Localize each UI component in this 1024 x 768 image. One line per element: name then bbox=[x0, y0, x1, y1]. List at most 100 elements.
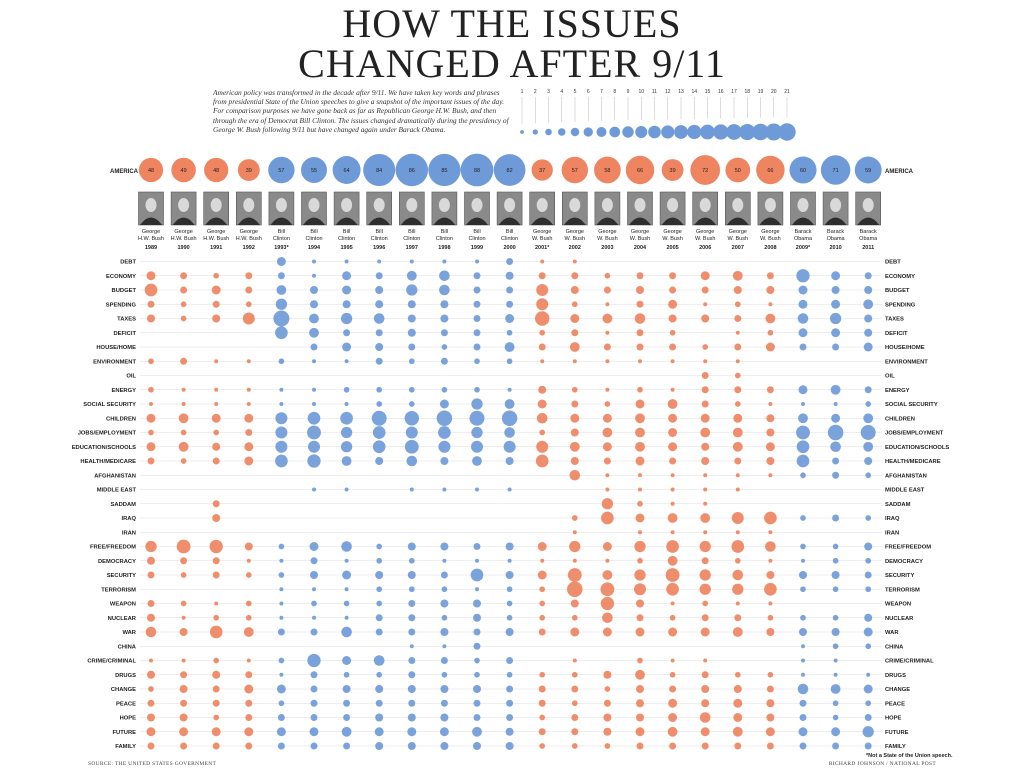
issue-bubble bbox=[701, 372, 709, 379]
issue-bubble bbox=[602, 427, 613, 438]
issue-bubble bbox=[212, 314, 221, 323]
issue-label-right: ENERGY bbox=[885, 388, 910, 394]
legend-label: 3 bbox=[547, 89, 550, 95]
president-name-line2: Obama bbox=[859, 236, 878, 242]
year-label: 1992 bbox=[243, 245, 255, 251]
issue-bubble bbox=[146, 442, 156, 452]
issue-bubble bbox=[214, 359, 219, 364]
issue-bubble bbox=[408, 600, 416, 607]
issue-bubble bbox=[212, 571, 220, 579]
legend-dot bbox=[778, 123, 796, 141]
issue-bubble bbox=[180, 742, 188, 750]
issue-bubble bbox=[148, 386, 154, 393]
portrait-head bbox=[601, 198, 613, 212]
issue-bubble bbox=[179, 713, 188, 722]
issue-bubble bbox=[539, 329, 546, 336]
issue-bubble bbox=[179, 685, 188, 693]
issue-bubble bbox=[535, 454, 549, 468]
president-name: George bbox=[207, 229, 225, 235]
portrait-head bbox=[210, 198, 222, 212]
issue-bubble bbox=[344, 615, 349, 620]
president-name: George bbox=[533, 229, 551, 235]
issue-label: SOCIAL SECURITY bbox=[83, 402, 136, 408]
issue-label-right: WEAPON bbox=[885, 602, 911, 608]
issue-bubble bbox=[341, 626, 352, 638]
issue-bubble bbox=[438, 440, 451, 453]
portrait-suit bbox=[792, 217, 814, 225]
issue-bubble bbox=[571, 515, 578, 521]
issue-bubble bbox=[538, 628, 546, 636]
issue-bubble bbox=[440, 542, 449, 551]
issue-bubble bbox=[569, 540, 581, 553]
issue-bubble bbox=[308, 440, 320, 453]
issue-bubble bbox=[703, 473, 708, 478]
year-label: 2003 bbox=[601, 245, 613, 251]
america-bubble bbox=[171, 157, 196, 183]
issue-bubble bbox=[638, 530, 642, 535]
issue-bubble bbox=[635, 413, 645, 424]
issue-bubble bbox=[506, 614, 513, 621]
issue-bubble bbox=[536, 284, 549, 296]
issue-bubble bbox=[372, 426, 386, 439]
issue-bubble bbox=[733, 713, 743, 722]
president-name-line2: Clinton bbox=[338, 236, 355, 242]
page-title: HOW THE ISSUES bbox=[342, 1, 682, 46]
portrait-head bbox=[243, 198, 255, 212]
issue-bubble bbox=[278, 358, 285, 365]
issue-bubble bbox=[571, 685, 579, 693]
issue-bubble bbox=[407, 727, 417, 737]
issue-bubble bbox=[244, 684, 254, 694]
issue-bubble bbox=[505, 314, 515, 323]
issue-bubble bbox=[277, 272, 285, 280]
issue-bubble bbox=[506, 300, 514, 308]
issue-bubble bbox=[245, 272, 253, 280]
issue-bubble bbox=[473, 642, 481, 650]
issue-bubble bbox=[572, 658, 577, 663]
issue-bubble bbox=[147, 713, 155, 722]
issue-bubble bbox=[440, 599, 449, 608]
issue-bubble bbox=[340, 426, 353, 439]
issue-bubble bbox=[409, 259, 414, 264]
issue-bubble bbox=[344, 259, 349, 264]
issue-bubble bbox=[214, 402, 219, 406]
issue-bubble bbox=[440, 357, 448, 365]
issue-bubble bbox=[439, 399, 449, 409]
issue-bubble bbox=[343, 671, 350, 678]
issue-bubble bbox=[734, 457, 742, 465]
issue-label: HOPE bbox=[120, 716, 137, 722]
issue-bubble bbox=[312, 587, 316, 592]
issue-bubble bbox=[635, 441, 645, 452]
issue-bubble bbox=[734, 401, 741, 407]
issue-bubble bbox=[670, 601, 675, 606]
issue-bubble bbox=[176, 539, 191, 554]
year-label: 1993* bbox=[274, 245, 289, 251]
issue-bubble bbox=[310, 699, 318, 707]
issue-bubble bbox=[669, 329, 676, 336]
issue-bubble bbox=[832, 586, 839, 593]
issue-bubble bbox=[603, 286, 611, 294]
issue-bubble bbox=[732, 569, 744, 581]
america-bubble bbox=[531, 159, 553, 181]
portrait-head bbox=[699, 198, 711, 212]
issue-bubble bbox=[602, 570, 613, 580]
issue-bubble bbox=[537, 399, 547, 409]
issue-bubble bbox=[473, 628, 481, 636]
president-name: Bill bbox=[441, 229, 448, 235]
issue-bubble bbox=[279, 601, 284, 606]
issue-bubble bbox=[474, 358, 480, 365]
issue-bubble bbox=[440, 300, 449, 309]
issue-bubble bbox=[147, 314, 155, 323]
issue-label-right: HEALTH/MEDICARE bbox=[885, 459, 941, 465]
issue-bubble bbox=[734, 614, 742, 622]
issue-bubble bbox=[602, 442, 612, 452]
president-name: Barack bbox=[860, 229, 877, 235]
issue-bubble bbox=[702, 600, 709, 607]
america-value: 48 bbox=[148, 168, 154, 174]
issue-bubble bbox=[605, 330, 610, 335]
issue-label-right: CHANGE bbox=[885, 687, 910, 693]
issue-bubble bbox=[801, 658, 805, 663]
issue-bubble bbox=[831, 628, 840, 636]
issue-bubble bbox=[832, 514, 840, 522]
issue-bubble bbox=[344, 359, 349, 364]
issue-bubble bbox=[572, 259, 577, 264]
